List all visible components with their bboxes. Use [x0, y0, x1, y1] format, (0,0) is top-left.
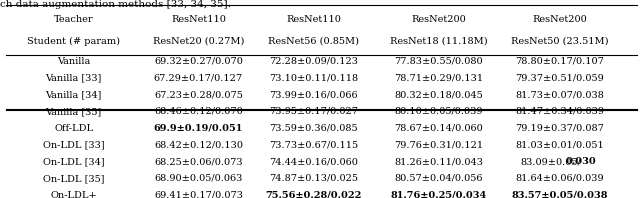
Text: ResNet110: ResNet110 [286, 15, 341, 24]
Text: Vanilla [33]: Vanilla [33] [45, 73, 102, 83]
Text: 73.95±0.17/0.027: 73.95±0.17/0.027 [269, 107, 358, 116]
Text: 74.44±0.16/0.060: 74.44±0.16/0.060 [269, 157, 358, 166]
Text: 69.41±0.17/0.073: 69.41±0.17/0.073 [154, 190, 243, 198]
Text: 81.03±0.01/0.051: 81.03±0.01/0.051 [516, 140, 604, 149]
Text: On-LDL [33]: On-LDL [33] [43, 140, 104, 149]
Text: ResNet200: ResNet200 [532, 15, 588, 24]
Text: Teacher: Teacher [54, 15, 93, 24]
Text: 80.32±0.18/0.045: 80.32±0.18/0.045 [394, 90, 483, 99]
Text: 81.64±0.06/0.039: 81.64±0.06/0.039 [516, 174, 604, 183]
Text: 81.76±0.25/0.034: 81.76±0.25/0.034 [390, 190, 486, 198]
Text: ResNet56 (0.85M): ResNet56 (0.85M) [268, 37, 359, 46]
Text: 79.76±0.31/0.121: 79.76±0.31/0.121 [394, 140, 483, 149]
Text: 73.99±0.16/0.066: 73.99±0.16/0.066 [269, 90, 358, 99]
Text: ch data augmentation methods [33, 34, 35].: ch data augmentation methods [33, 34, 35… [0, 0, 231, 9]
Text: Off-LDL: Off-LDL [54, 124, 93, 133]
Text: 79.37±0.51/0.059: 79.37±0.51/0.059 [516, 73, 604, 83]
Text: ResNet110: ResNet110 [171, 15, 226, 24]
Text: Student (# param): Student (# param) [27, 37, 120, 46]
Text: ResNet200: ResNet200 [411, 15, 466, 24]
Text: 80.57±0.04/0.056: 80.57±0.04/0.056 [394, 174, 483, 183]
Text: 73.59±0.36/0.085: 73.59±0.36/0.085 [269, 124, 358, 133]
Text: 73.10±0.11/0.118: 73.10±0.11/0.118 [269, 73, 358, 83]
Text: 68.42±0.12/0.130: 68.42±0.12/0.130 [154, 140, 243, 149]
Text: 69.9±0.19/0.051: 69.9±0.19/0.051 [154, 124, 243, 133]
Text: 83.57±0.05/0.038: 83.57±0.05/0.038 [512, 190, 608, 198]
Text: 81.26±0.11/0.043: 81.26±0.11/0.043 [394, 157, 483, 166]
Text: 69.32±0.27/0.070: 69.32±0.27/0.070 [154, 57, 243, 66]
Text: 74.87±0.13/0.025: 74.87±0.13/0.025 [269, 174, 358, 183]
Text: 77.83±0.55/0.080: 77.83±0.55/0.080 [394, 57, 483, 66]
Text: 67.23±0.28/0.075: 67.23±0.28/0.075 [154, 90, 243, 99]
Text: 79.19±0.37/0.087: 79.19±0.37/0.087 [516, 124, 604, 133]
Text: On-LDL+: On-LDL+ [50, 190, 97, 198]
Text: On-LDL [34]: On-LDL [34] [43, 157, 104, 166]
Text: Vanilla [34]: Vanilla [34] [45, 90, 102, 99]
Text: On-LDL [35]: On-LDL [35] [43, 174, 104, 183]
Text: ResNet18 (11.18M): ResNet18 (11.18M) [390, 37, 487, 46]
Text: Vanilla: Vanilla [57, 57, 90, 66]
Text: 78.67±0.14/0.060: 78.67±0.14/0.060 [394, 124, 483, 133]
Text: Vanilla [35]: Vanilla [35] [45, 107, 102, 116]
Text: 0.030: 0.030 [566, 157, 596, 166]
Text: 80.10±0.05/0.039: 80.10±0.05/0.039 [394, 107, 483, 116]
Text: 75.56±0.28/0.022: 75.56±0.28/0.022 [266, 190, 362, 198]
Text: 68.90±0.05/0.063: 68.90±0.05/0.063 [154, 174, 243, 183]
Text: 81.47±0.34/0.039: 81.47±0.34/0.039 [515, 107, 605, 116]
Text: 73.73±0.67/0.115: 73.73±0.67/0.115 [269, 140, 358, 149]
Text: 68.46±0.12/0.070: 68.46±0.12/0.070 [154, 107, 243, 116]
Text: 78.80±0.17/0.107: 78.80±0.17/0.107 [516, 57, 604, 66]
Text: 78.71±0.29/0.131: 78.71±0.29/0.131 [394, 73, 483, 83]
Text: 81.73±0.07/0.038: 81.73±0.07/0.038 [516, 90, 604, 99]
Text: 68.25±0.06/0.073: 68.25±0.06/0.073 [154, 157, 243, 166]
Text: 72.28±0.09/0.123: 72.28±0.09/0.123 [269, 57, 358, 66]
Text: ResNet20 (0.27M): ResNet20 (0.27M) [153, 37, 244, 46]
Text: 67.29±0.17/0.127: 67.29±0.17/0.127 [154, 73, 243, 83]
Text: 83.09±0.05/: 83.09±0.05/ [520, 157, 580, 166]
Text: ResNet50 (23.51M): ResNet50 (23.51M) [511, 37, 609, 46]
